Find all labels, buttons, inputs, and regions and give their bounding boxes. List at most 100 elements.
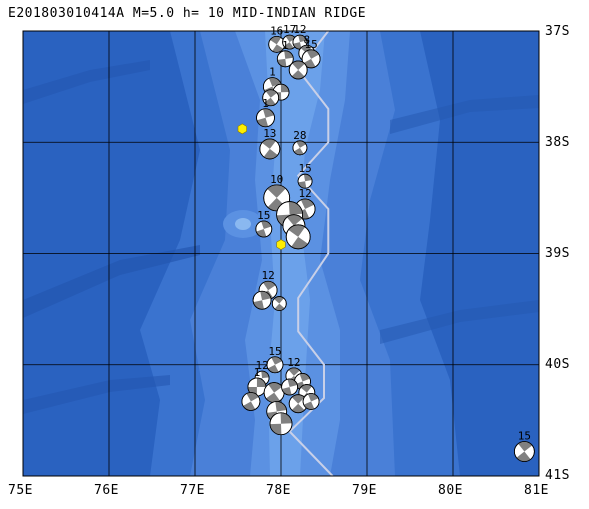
focal-mechanism-compression-quadrant [300, 45, 312, 54]
lon-tick-81: 81E [524, 483, 549, 498]
focal-mechanism[interactable] [263, 382, 285, 403]
focal-mechanism-compression-quadrant [303, 174, 312, 182]
plate-boundary [288, 31, 334, 476]
lon-tick-75: 75E [8, 483, 33, 498]
focal-mechanism-outline [301, 49, 321, 69]
lat-tick-40: 40S [545, 357, 570, 372]
focal-mechanism[interactable]: 15 [266, 345, 284, 374]
focal-mechanism[interactable] [281, 378, 299, 396]
focal-mechanism[interactable]: 16 [268, 24, 286, 53]
focal-mechanism-outline [513, 441, 535, 462]
focal-mechanism-compression-quadrant [280, 412, 292, 424]
focal-mechanism[interactable]: 15 [255, 209, 273, 238]
lon-tick-78: 78E [266, 483, 291, 498]
focal-mechanism-depth-label: 12 [261, 269, 274, 282]
focal-mechanism-compression-quadrant [263, 148, 278, 159]
focal-mechanism-depth-label: 13 [263, 127, 276, 140]
focal-mechanism-compression-quadrant [274, 296, 284, 304]
epicenter-marker[interactable] [237, 123, 247, 135]
focal-mechanism[interactable] [285, 224, 311, 250]
focal-mechanism[interactable] [262, 89, 280, 107]
focal-mechanism-compression-quadrant [266, 392, 280, 403]
focal-mechanism-depth-label: 1 [269, 66, 276, 79]
focal-mechanism[interactable] [241, 392, 261, 411]
focal-mechanism[interactable]: 13 [259, 127, 281, 160]
focal-mechanism-compression-quadrant [253, 300, 264, 310]
focal-mechanism[interactable]: 28 [292, 129, 308, 156]
focal-mechanism-compression-quadrant [270, 423, 282, 435]
focal-mechanism-depth-label: 10 [270, 173, 283, 186]
focal-mechanism-outline [271, 296, 287, 311]
focal-mechanism-compression-quadrant [300, 384, 312, 393]
focal-mechanism-compression-quadrant [291, 394, 305, 404]
focal-mechanism-compression-quadrant [291, 403, 305, 413]
focal-mechanism-compression-quadrant [261, 138, 276, 149]
focal-mechanism-outline [281, 378, 299, 396]
focal-mechanism-depth-label: 12 [293, 23, 306, 36]
focal-mechanism-compression-quadrant [270, 36, 282, 45]
focal-mechanism[interactable] [302, 393, 320, 410]
focal-mechanism-depth-label: 1 [262, 97, 269, 110]
focal-mechanism-compression-quadrant [288, 224, 306, 237]
focal-mechanism-compression-quadrant [286, 214, 303, 226]
focal-mechanism-outline [256, 108, 275, 128]
focal-mechanism-compression-quadrant [260, 291, 271, 301]
focal-mechanism-depth-label: 15 [304, 38, 317, 51]
focal-mechanism-compression-quadrant [293, 147, 304, 155]
focal-mechanism-compression-quadrant [271, 356, 283, 365]
focal-mechanism[interactable]: 15 [301, 38, 321, 69]
focal-mechanism-compression-quadrant [300, 199, 315, 209]
focal-mechanism-compression-quadrant [265, 89, 277, 98]
focal-mechanism-outline [297, 173, 313, 189]
focal-mechanism-outline [285, 224, 311, 250]
lat-tick-38: 38S [545, 135, 570, 150]
epicenter-marker[interactable] [276, 239, 286, 250]
lon-tick-80: 80E [438, 483, 463, 498]
focal-mechanism[interactable]: 17 [282, 23, 298, 50]
focal-mechanism-compression-quadrant [246, 392, 259, 402]
focal-mechanism[interactable]: 1 [256, 97, 275, 128]
focal-mechanism-compression-quadrant [516, 451, 531, 462]
focal-mechanism-outline [288, 60, 308, 80]
focal-mechanism-compression-quadrant [287, 379, 298, 387]
focal-mechanism-compression-quadrant [285, 35, 296, 43]
focal-mechanism-depth-label: 12 [255, 359, 268, 372]
focal-mechanism[interactable] [271, 296, 287, 311]
focal-mechanism[interactable] [288, 60, 308, 80]
focal-mechanism-depth-label: 1 [254, 366, 261, 379]
focal-mechanism-compression-quadrant [291, 236, 308, 249]
focal-mechanism-outline [259, 138, 281, 160]
lon-tick-76: 76E [94, 483, 119, 498]
ridge-axis-line [288, 31, 334, 476]
focal-mechanism-compression-quadrant [275, 401, 287, 412]
focal-mechanism-depth-label: 8 [303, 33, 310, 46]
lat-tick-37: 37S [545, 24, 570, 39]
map-title: E201803010414A M=5.0 h= 10 MID-INDIAN RI… [8, 6, 367, 21]
focal-mechanism[interactable]: 15 [297, 162, 313, 189]
focal-mechanism-depth-label: 12 [298, 187, 311, 200]
focal-mechanism-compression-quadrant [283, 42, 294, 50]
focal-mechanism-outline [252, 290, 272, 310]
focal-mechanism-compression-quadrant [288, 201, 303, 215]
focal-mechanism-compression-quadrant [272, 44, 284, 53]
focal-mechanism-compression-quadrant [243, 401, 256, 411]
focal-mechanism-outline [276, 50, 294, 68]
focal-mechanism-outline [266, 356, 284, 374]
focal-mechanism-compression-quadrant [267, 184, 286, 198]
focal-mechanism-compression-quadrant [277, 58, 287, 67]
focal-mechanism-depth-label: 15 [298, 162, 311, 175]
focal-mechanism[interactable]: 15 [513, 430, 535, 462]
focal-mechanism-compression-quadrant [280, 84, 289, 93]
focal-mechanism-outline [269, 412, 293, 436]
focal-mechanism[interactable]: 1 [276, 39, 294, 68]
focal-mechanism-outline [262, 89, 280, 107]
epicenter-layer [237, 123, 286, 250]
focal-mechanism[interactable] [269, 412, 293, 436]
focal-mechanism-depth-label: 17 [283, 23, 296, 36]
focal-mechanism-compression-quadrant [267, 364, 279, 373]
focal-mechanism-compression-quadrant [261, 371, 269, 379]
focal-mechanism[interactable] [252, 290, 272, 310]
